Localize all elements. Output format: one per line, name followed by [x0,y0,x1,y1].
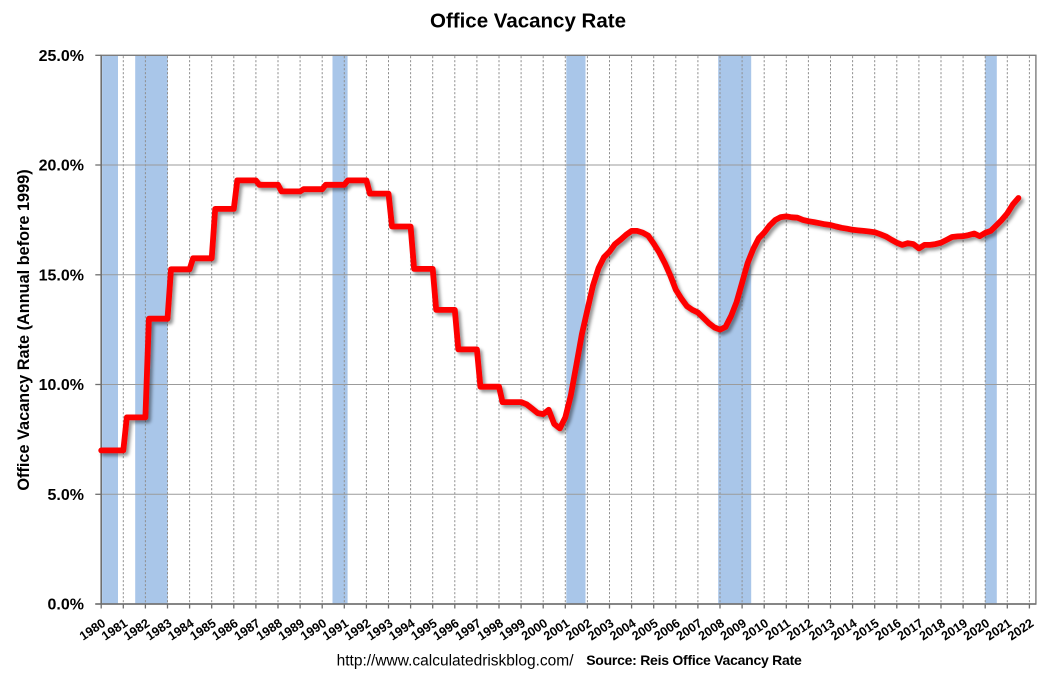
svg-text:0.0%: 0.0% [48,597,84,614]
svg-text:10.0%: 10.0% [39,377,84,394]
svg-text:http://www.calculatedriskblog.: http://www.calculatedriskblog.com/ [337,653,575,670]
svg-text:15.0%: 15.0% [39,267,84,284]
svg-text:20.0%: 20.0% [39,158,84,175]
svg-text:Office Vacancy Rate: Office Vacancy Rate [430,10,626,33]
svg-text:Source: Reis Office Vacancy Ra: Source: Reis Office Vacancy Rate [586,652,802,668]
svg-text:25.0%: 25.0% [39,48,84,65]
svg-text:Office Vacancy Rate (Annual be: Office Vacancy Rate (Annual before 1999) [15,169,33,490]
svg-text:5.0%: 5.0% [48,487,84,504]
